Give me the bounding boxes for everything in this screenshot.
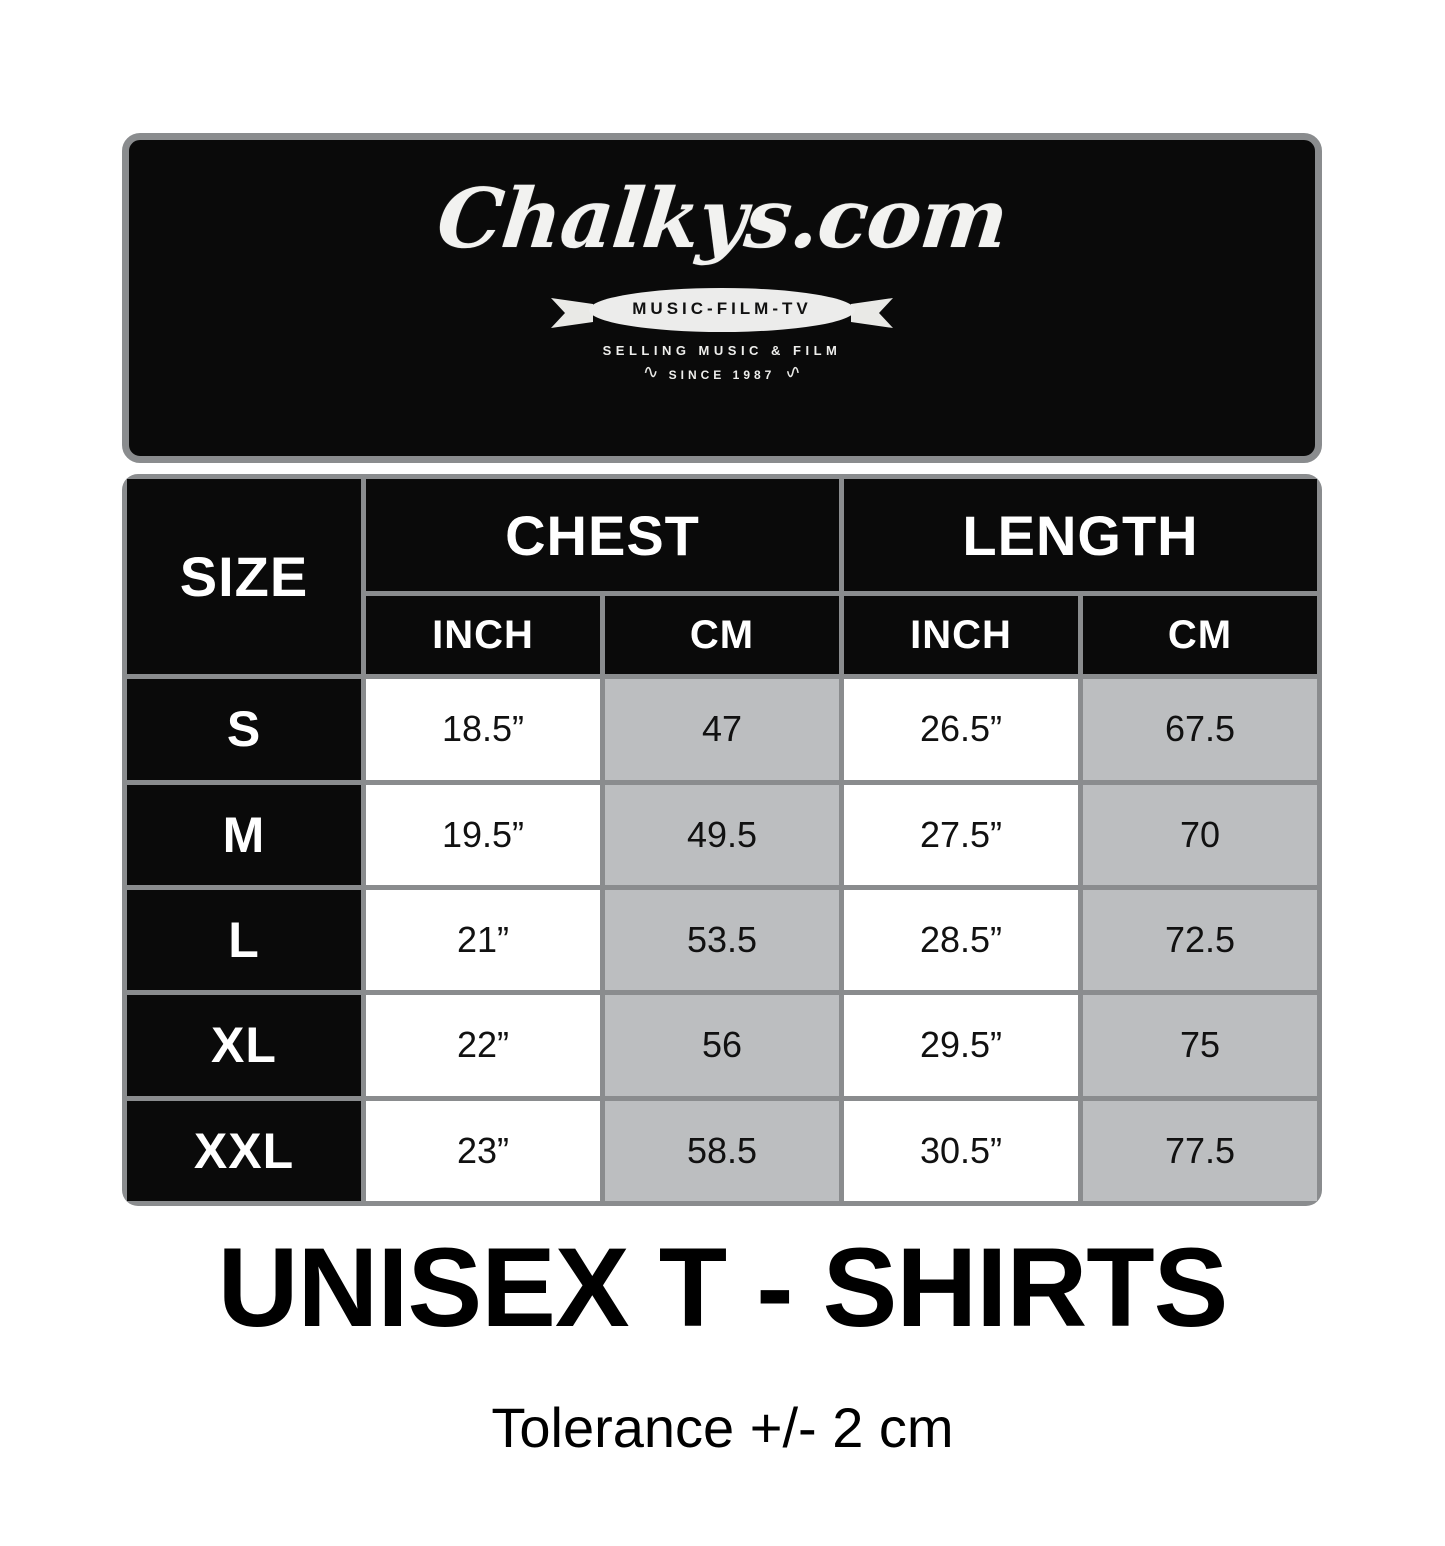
- cell-length-cm: 72.5: [1083, 889, 1317, 991]
- size-table-container: SIZE CHEST LENGTH INCH CM INCH CM S 18.5…: [122, 474, 1322, 1206]
- cell-size: XL: [127, 995, 361, 1096]
- cell-length-inch: 28.5”: [844, 889, 1078, 991]
- cell-chest-inch: 19.5”: [366, 784, 600, 885]
- cell-length-inch: 30.5”: [844, 1100, 1078, 1201]
- cell-length-cm: 75: [1083, 995, 1317, 1096]
- brand-logo-panel: Chalkys.com MUSIC-FILM-TV SELLING MUSIC …: [122, 133, 1322, 463]
- cell-chest-cm: 56: [605, 995, 839, 1096]
- header-length: LENGTH: [844, 479, 1317, 592]
- header-chest-inch: INCH: [366, 596, 600, 675]
- brand-logo-content: Chalkys.com MUSIC-FILM-TV SELLING MUSIC …: [129, 140, 1315, 456]
- brand-ribbon: MUSIC-FILM-TV: [557, 286, 887, 334]
- flourish-left-icon: ∿: [642, 362, 659, 383]
- flourish-right-icon: ∿: [785, 362, 802, 383]
- table-header-row-secondary: INCH CM INCH CM: [127, 596, 1317, 675]
- cell-chest-cm: 47: [605, 679, 839, 780]
- table-row: M 19.5” 49.5 27.5” 70: [127, 784, 1317, 885]
- table-row: XL 22” 56 29.5” 75: [127, 995, 1317, 1096]
- cell-length-cm: 70: [1083, 784, 1317, 885]
- cell-chest-inch: 22”: [366, 995, 600, 1096]
- cell-size: S: [127, 679, 361, 780]
- cell-size: XXL: [127, 1100, 361, 1201]
- cell-length-inch: 29.5”: [844, 995, 1078, 1096]
- brand-tagline: SELLING MUSIC & FILM: [602, 343, 842, 358]
- cell-length-inch: 27.5”: [844, 784, 1078, 885]
- brand-wordmark: Chalkys.com: [432, 171, 1012, 267]
- cell-chest-cm: 58.5: [605, 1100, 839, 1201]
- brand-since-row: ∿ SINCE 1987 ∿: [642, 362, 802, 384]
- header-length-inch: INCH: [844, 596, 1078, 675]
- cell-chest-cm: 49.5: [605, 784, 839, 885]
- cell-chest-inch: 21”: [366, 889, 600, 991]
- cell-length-cm: 77.5: [1083, 1100, 1317, 1201]
- cell-chest-inch: 18.5”: [366, 679, 600, 780]
- cell-chest-inch: 23”: [366, 1100, 600, 1201]
- tolerance-note: Tolerance +/- 2 cm: [491, 1396, 954, 1459]
- cell-length-inch: 26.5”: [844, 679, 1078, 780]
- brand-since-text: SINCE 1987: [668, 367, 776, 382]
- ribbon-tail-left-icon: [551, 298, 593, 328]
- cell-length-cm: 67.5: [1083, 679, 1317, 780]
- cell-chest-cm: 53.5: [605, 889, 839, 991]
- header-size: SIZE: [127, 479, 361, 675]
- table-header-row-primary: SIZE CHEST LENGTH: [127, 479, 1317, 675]
- header-length-cm: CM: [1083, 596, 1317, 675]
- header-chest-cm: CM: [605, 596, 839, 675]
- cell-size: M: [127, 784, 361, 885]
- header-chest: CHEST: [366, 479, 839, 592]
- table-row: XXL 23” 58.5 30.5” 77.5: [127, 1100, 1317, 1201]
- ribbon-band: MUSIC-FILM-TV: [589, 288, 855, 332]
- table-row: S 18.5” 47 26.5” 67.5: [127, 679, 1317, 780]
- cell-size: L: [127, 889, 361, 991]
- size-table: SIZE CHEST LENGTH INCH CM INCH CM S 18.5…: [122, 474, 1322, 1206]
- ribbon-label: MUSIC-FILM-TV: [632, 299, 812, 318]
- page-title: UNISEX T - SHIRTS: [217, 1225, 1229, 1350]
- table-row: L 21” 53.5 28.5” 72.5: [127, 889, 1317, 991]
- ribbon-tail-right-icon: [851, 298, 893, 328]
